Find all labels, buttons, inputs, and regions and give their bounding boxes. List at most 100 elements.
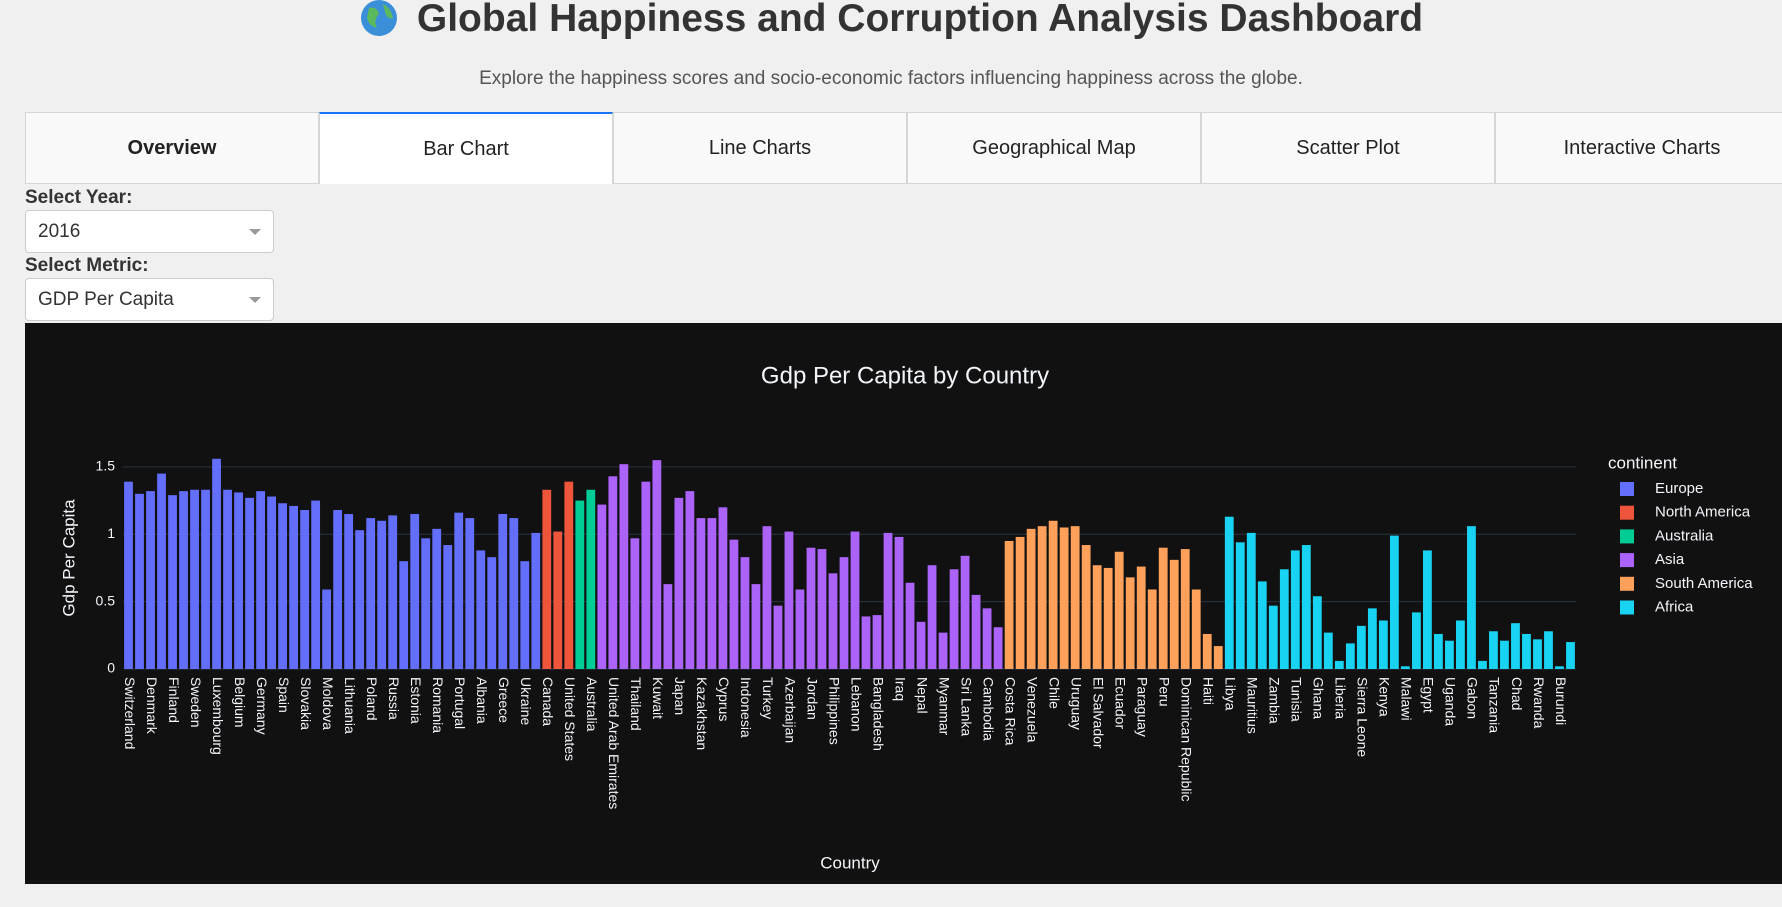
x-tick-label: Mauritius xyxy=(1245,677,1261,734)
bar xyxy=(509,518,519,669)
bar xyxy=(1434,633,1443,669)
bar xyxy=(498,514,508,669)
bar xyxy=(1015,536,1025,669)
bar xyxy=(1356,625,1366,669)
legend-swatch xyxy=(1620,600,1634,615)
x-tick-label: Belgium xyxy=(232,677,248,728)
tab[interactable]: Scatter Plot xyxy=(1201,112,1495,184)
x-tick-label: Moldova xyxy=(320,677,336,730)
metric-dropdown[interactable]: GDP Per Capita xyxy=(25,278,274,321)
bar xyxy=(1081,545,1091,669)
bar xyxy=(971,594,981,669)
bar xyxy=(630,538,640,669)
x-tick-label: Haiti xyxy=(1201,677,1217,705)
x-tick-label: El Salvador xyxy=(1090,677,1106,749)
year-label: Select Year: xyxy=(25,187,133,208)
tab[interactable]: Geographical Map xyxy=(907,112,1201,184)
x-tick-label: Azerbaijan xyxy=(782,677,798,743)
x-tick-label: Iraq xyxy=(892,677,908,701)
x-tick-label: Poland xyxy=(364,677,380,721)
bar xyxy=(1378,620,1388,669)
bar xyxy=(1059,527,1069,669)
x-tick-label: Uruguay xyxy=(1068,677,1084,730)
bar xyxy=(916,621,926,669)
bar xyxy=(575,500,585,669)
x-tick-label: Liberia xyxy=(1333,677,1349,719)
bar xyxy=(421,538,431,669)
bar xyxy=(1092,565,1102,669)
bar xyxy=(168,495,177,669)
bar xyxy=(1125,577,1135,669)
legend-label: Asia xyxy=(1655,551,1685,568)
x-tick-label: Canada xyxy=(540,677,556,726)
bar xyxy=(1279,569,1289,669)
bar xyxy=(1026,528,1036,669)
subtitle: Explore the happiness scores and socio-e… xyxy=(479,68,1303,89)
tab[interactable]: Line Charts xyxy=(613,112,907,184)
x-tick-label: Kuwait xyxy=(650,677,666,719)
x-tick-label: Chile xyxy=(1046,677,1062,709)
bar xyxy=(1246,532,1256,669)
x-tick-label: Sri Lanka xyxy=(958,677,974,736)
legend-title: continent xyxy=(1608,453,1677,472)
bar xyxy=(1411,612,1421,669)
x-tick-label: Estonia xyxy=(408,677,424,724)
bar xyxy=(960,555,970,669)
bar xyxy=(322,589,332,669)
x-tick-label: Switzerland xyxy=(122,677,138,749)
bar xyxy=(740,557,750,669)
bar xyxy=(201,489,210,669)
legend-label: South America xyxy=(1655,575,1753,592)
x-tick-label: Greece xyxy=(496,677,512,723)
x-tick-label: Tunisia xyxy=(1289,677,1305,722)
x-tick-label: Australia xyxy=(584,677,600,732)
bar xyxy=(311,500,321,669)
globe-icon xyxy=(360,0,397,36)
tab[interactable]: Interactive Charts xyxy=(1495,112,1782,184)
bar xyxy=(1511,623,1520,669)
x-tick-label: Myanmar xyxy=(936,677,952,736)
bar xyxy=(817,549,827,669)
bar xyxy=(1312,596,1322,669)
metric-label: Select Metric: xyxy=(25,255,149,276)
bar xyxy=(1500,640,1509,669)
tab[interactable]: Bar Chart xyxy=(319,112,613,184)
bar xyxy=(124,481,133,669)
title: Global Happiness and Corruption Analysis… xyxy=(416,0,1424,40)
bar xyxy=(729,539,739,669)
bar xyxy=(1422,550,1432,669)
bar xyxy=(234,492,243,669)
bar xyxy=(597,504,607,669)
x-tick-label: Kenya xyxy=(1377,677,1393,717)
x-tick-label: Cambodia xyxy=(980,677,996,741)
bar xyxy=(1235,542,1245,669)
x-tick-label: Costa Rica xyxy=(1002,677,1018,746)
bar xyxy=(641,481,651,669)
bar xyxy=(1323,632,1333,669)
x-tick-label: Indonesia xyxy=(738,677,754,738)
bar xyxy=(1301,545,1311,669)
bar xyxy=(806,547,816,669)
bar xyxy=(696,518,706,669)
x-tick-label: Jordan xyxy=(804,677,820,720)
year-dropdown[interactable]: 2016 xyxy=(25,210,274,253)
y-tick-label: 1 xyxy=(107,525,115,541)
bar xyxy=(333,509,343,669)
bar xyxy=(674,497,684,669)
x-tick-label: Peru xyxy=(1157,677,1173,707)
tab[interactable]: Overview xyxy=(25,112,319,184)
bar xyxy=(531,532,541,669)
x-tick-label: Venezuela xyxy=(1024,677,1040,743)
bar xyxy=(652,460,662,669)
bar xyxy=(828,573,838,669)
bar xyxy=(1456,620,1465,669)
bar xyxy=(432,528,442,669)
bar xyxy=(135,493,144,669)
bar xyxy=(212,458,221,669)
bar xyxy=(190,489,199,669)
x-tick-label: Nepal xyxy=(914,677,930,714)
header: Global Happiness and Corruption Analysis… xyxy=(0,0,1782,38)
x-tick-label: Tanzania xyxy=(1487,677,1503,733)
bar xyxy=(223,489,232,669)
bar xyxy=(542,489,552,669)
